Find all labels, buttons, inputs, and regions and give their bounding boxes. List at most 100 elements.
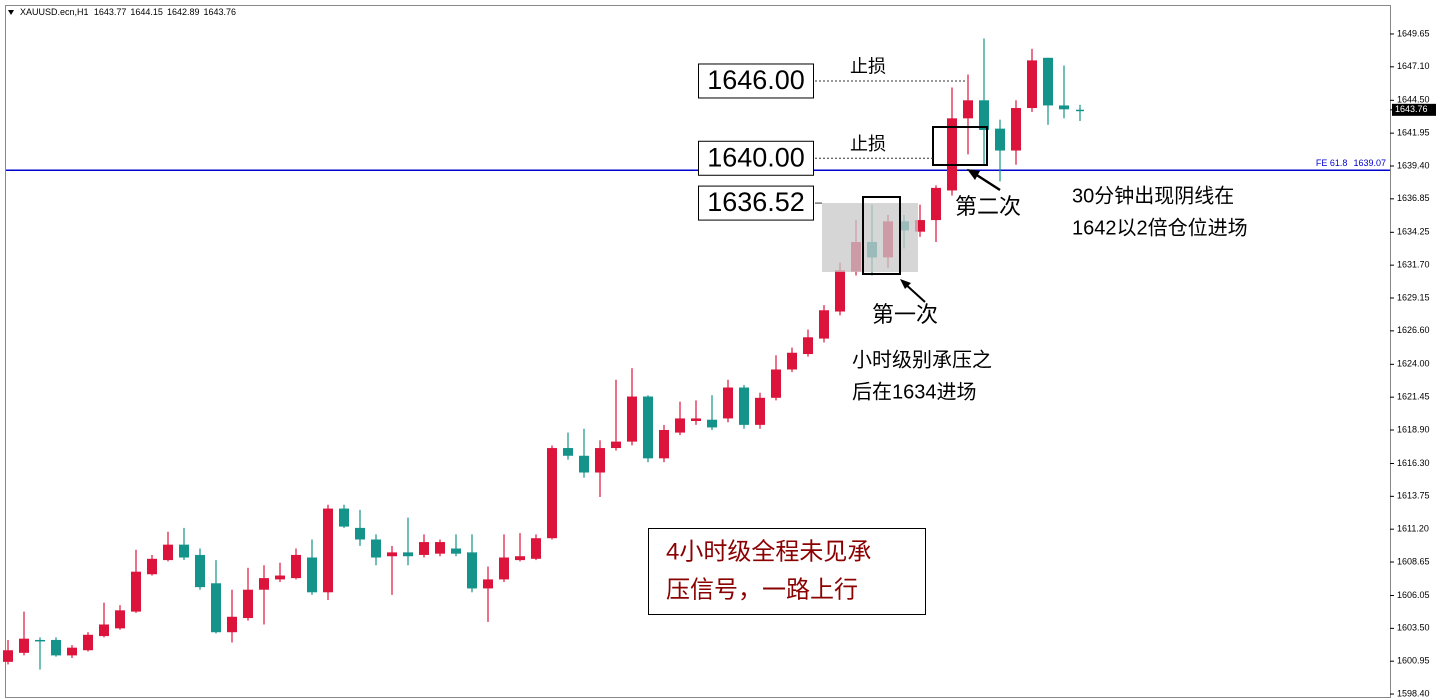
y-tick-label: 1636.85 [1397,193,1430,203]
candle-body [787,352,797,370]
candle-body [163,544,173,561]
candle-body [627,396,637,442]
candle-body [451,548,461,554]
fe-name: FE 61.8 [1316,159,1348,169]
candle-body [435,542,445,554]
candle-body [307,557,317,593]
candle-body [355,527,365,540]
candle-body [723,387,733,419]
candle-body [595,448,605,473]
summary-box [648,528,926,615]
second-detail: 30分钟出现阴线在 [1072,184,1234,207]
price-box-label: 1646.00 [707,65,805,95]
price-box [698,63,814,99]
candle-body [419,542,429,555]
header-high: 1644.15 [130,7,163,17]
y-tick-label: 1616.30 [1397,458,1430,468]
candle-body [339,508,349,527]
first-detail: 小时级别承压之 [852,348,992,371]
candle-body [51,639,61,656]
candle-body [1011,108,1021,151]
y-tick-label: 1606.05 [1397,590,1430,600]
price-tag [1392,103,1436,116]
summary: 4小时级全程未见承 [666,538,871,565]
candle-body [403,552,413,557]
candle-body [323,508,333,593]
fe-value: 1639.07 [1353,159,1386,169]
candle-body [19,638,29,653]
y-tick-label: 1631.70 [1397,260,1430,270]
candle-body [979,100,989,130]
candle-body [291,554,301,579]
first-label: 第一次 [872,302,938,327]
candle-body [531,538,541,559]
stop-label: 止损 [850,57,886,77]
y-tick-label: 1608.65 [1397,556,1430,566]
candle-body [771,369,781,398]
y-tick-label: 1621.45 [1397,392,1430,402]
first-detail: 后在1634进场 [852,380,977,403]
candle-body [1027,60,1037,109]
price-box [698,140,814,176]
y-tick-label: 1634.25 [1397,227,1430,237]
menu-icon [8,10,14,15]
fe-label: FE 61.8 1639.07 [1316,159,1386,169]
header-low: 1642.89 [167,7,200,17]
candle-body [67,647,77,656]
y-tick-label: 1624.00 [1397,359,1430,369]
arrow [900,279,926,303]
y-tick-label: 1613.75 [1397,491,1430,501]
highlight-zone [822,203,918,272]
y-tick-label: 1598.40 [1397,688,1430,698]
candle-body [275,575,285,580]
candle-body [195,554,205,588]
price-box-label: 1636.52 [707,187,805,217]
first-box [862,196,901,275]
candle-body [3,650,13,662]
candle-body [579,455,589,473]
stop-label: 止损 [850,134,886,154]
candle-body [915,220,925,232]
candle-body [1043,57,1053,106]
candle-body [947,118,957,191]
candle-body [803,337,813,355]
candle-body [467,552,477,589]
y-tick-label: 1629.15 [1397,292,1430,302]
candle-body [691,418,701,421]
candle-body [499,557,509,580]
summary: 压信号，一路上行 [666,576,858,603]
second-label: 第二次 [955,194,1021,219]
header: XAUUSD.ecn,H1 1643.77 1644.15 1642.89 1643.7… [20,7,236,17]
candle-body [835,270,845,312]
y-tick-label: 1600.95 [1397,656,1430,666]
candle-body [963,100,973,119]
candle-body [611,441,621,449]
candle-body [931,187,941,221]
candle-body [211,583,221,633]
candle-body [483,579,493,589]
y-tick-label: 1603.50 [1397,623,1430,633]
price-tag-label: 1643.76 [1395,104,1428,114]
candle-body [99,624,109,637]
candle-body [755,397,765,425]
arrow [967,169,1001,192]
candle-body [35,639,45,642]
candle-body [1059,105,1069,110]
candle-body [547,448,557,539]
candle-body [643,396,653,459]
y-tick-label: 1611.20 [1397,524,1429,534]
candle-body [515,556,525,561]
header-open: 1643.77 [94,7,127,17]
symbol: XAUUSD.ecn,H1 [20,7,89,17]
candle-body [259,578,269,590]
candle-body [707,419,717,428]
plot-frame [5,5,1391,698]
second-box [932,126,988,166]
candle-body [371,539,381,558]
y-tick-label: 1626.60 [1397,325,1430,335]
candle-body [179,544,189,558]
header-close: 1643.76 [204,7,237,17]
candle-body [659,430,669,459]
price-box-label: 1640.00 [707,142,805,172]
